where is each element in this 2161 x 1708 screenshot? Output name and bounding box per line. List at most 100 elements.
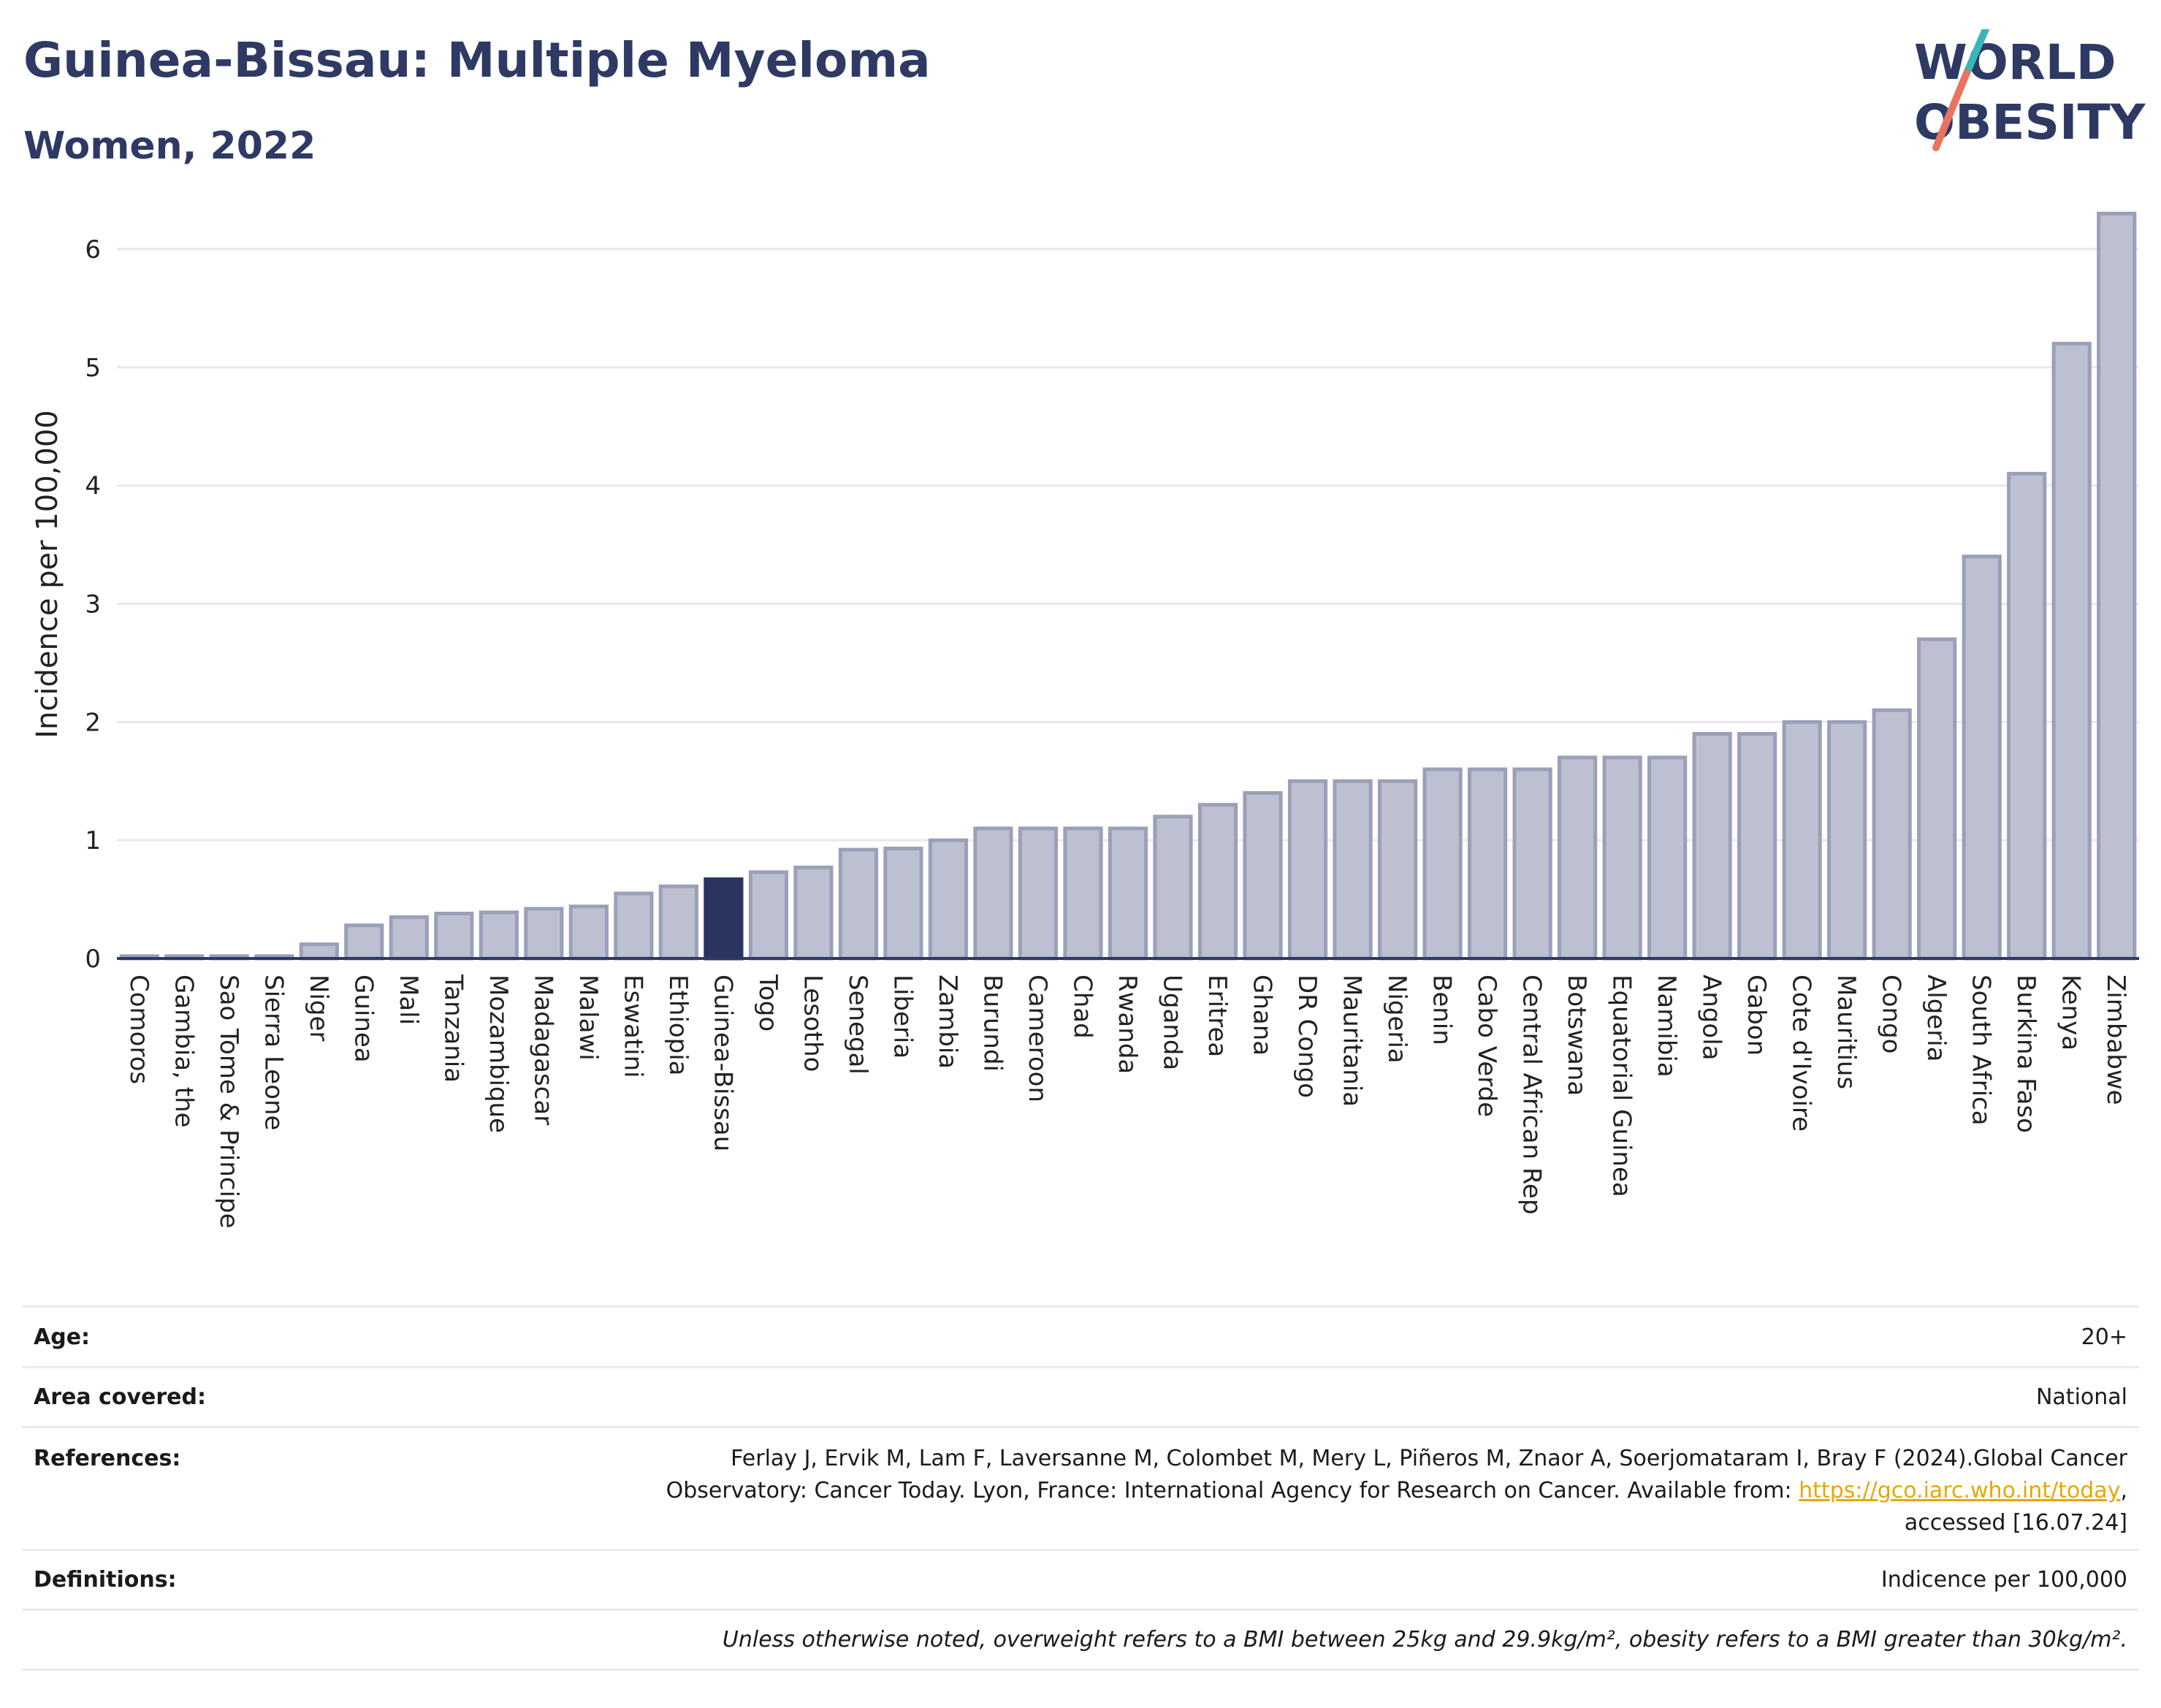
info-table: Age: 20+ Area covered: National Referenc… — [22, 1305, 2139, 1671]
x-tick-label: Angola — [1697, 975, 1726, 1060]
x-tick-label: Uganda — [1158, 975, 1187, 1070]
bar — [299, 942, 339, 961]
age-value: 20+ — [2081, 1324, 2127, 1350]
bar — [1287, 779, 1328, 961]
bar — [344, 923, 384, 961]
x-tick-label: Burundi — [977, 975, 1007, 1072]
area-label: Area covered: — [34, 1384, 206, 1410]
x-tick-label: Mozambique — [484, 975, 513, 1133]
page-subtitle: Women, 2022 — [23, 124, 316, 168]
bar — [1917, 637, 1957, 961]
y-tick-label: 4 — [85, 472, 101, 501]
bar — [1602, 755, 1642, 961]
x-tick-label: Central African Rep — [1517, 975, 1547, 1215]
x-tick-label: Tanzania — [438, 974, 468, 1083]
definitions-label: Definitions: — [34, 1567, 177, 1593]
definitions-value: Indicence per 100,000 — [1880, 1567, 2127, 1593]
x-tick-label: Madagascar — [528, 975, 557, 1125]
bar — [2007, 471, 2047, 961]
bar — [928, 838, 969, 961]
bar — [434, 911, 474, 961]
bar — [1827, 720, 1867, 961]
world-obesity-logo: WORLD OBESITY — [1914, 29, 2146, 151]
bar — [2051, 341, 2092, 961]
bmi-note: Unless otherwise noted, overweight refer… — [722, 1627, 2127, 1652]
page-title: Guinea-Bissau: Multiple Myeloma — [23, 32, 931, 88]
bar — [389, 915, 429, 961]
bar — [1962, 554, 2002, 961]
x-tick-label: DR Congo — [1292, 975, 1322, 1098]
bar — [614, 891, 654, 961]
bar — [1467, 767, 1508, 961]
x-tick-label: Algeria — [1921, 975, 1951, 1061]
bar — [1197, 803, 1238, 961]
logo-slash-coral — [1932, 69, 1970, 151]
x-tick-label: Guinea — [348, 975, 378, 1063]
y-tick-label: 2 — [85, 708, 101, 737]
references-line2: Observatory: Cancer Today. Lyon, France:… — [666, 1478, 1799, 1503]
x-tick-label: Cameroon — [1023, 975, 1052, 1102]
x-tick-label: Chad — [1067, 975, 1097, 1039]
y-tick-label: 1 — [85, 826, 101, 855]
area-row: Area covered: National — [22, 1368, 2139, 1428]
bar — [883, 846, 923, 961]
y-tick-label: 3 — [85, 590, 101, 619]
x-tick-label: Gabon — [1742, 975, 1771, 1056]
x-tick-label: Togo — [753, 974, 782, 1032]
bar-chart: 0 1 2 3 4 5 6 Incidence per 100,000 Comoros Gambi… — [31, 211, 2139, 1229]
bar — [1333, 779, 1373, 961]
y-tick-label: 0 — [85, 945, 101, 974]
x-tick-label: Cote d'Ivoire — [1787, 975, 1816, 1132]
x-tick-label: Equatorial Guinea — [1607, 975, 1636, 1197]
references-line3: accessed [16.07.24] — [1904, 1510, 2127, 1536]
x-tick-label: South Africa — [1967, 975, 1996, 1126]
logo-line1: WORLD — [1914, 34, 2116, 91]
area-value: National — [2035, 1384, 2127, 1410]
x-tick-label: Ghana — [1248, 975, 1277, 1056]
x-tick-label: Congo — [1877, 975, 1906, 1053]
bar — [1153, 815, 1193, 961]
x-tick-label: Namibia — [1652, 975, 1681, 1078]
bar — [658, 884, 698, 961]
bar — [1018, 826, 1059, 961]
x-tick-label: Benin — [1428, 975, 1457, 1045]
y-axis-label: Incidence per 100,000 — [31, 410, 64, 739]
bar — [568, 904, 609, 961]
x-tick-label: Guinea-Bissau — [708, 975, 737, 1151]
x-tick-label: Liberia — [888, 975, 917, 1059]
x-tick-label: Zimbabwe — [2101, 975, 2130, 1105]
references-value: Ferlay J, Ervik M, Lam F, Laversanne M, … — [666, 1443, 2127, 1539]
x-tick-label: Niger — [304, 975, 333, 1041]
x-tick-label: Zambia — [933, 975, 962, 1069]
references-link[interactable]: https://gco.iarc.who.int/today — [1799, 1478, 2121, 1503]
bar — [2097, 211, 2137, 961]
x-tick-label: Burkina Faso — [2011, 975, 2040, 1133]
age-label: Age: — [34, 1324, 91, 1350]
x-tick-label: Lesotho — [798, 975, 827, 1072]
x-tick-label: Mali — [394, 975, 423, 1025]
bar — [1737, 731, 1777, 961]
y-tick-label: 5 — [85, 354, 101, 383]
bar — [479, 910, 519, 961]
bar — [973, 826, 1013, 961]
x-tick-label: Ethiopia — [663, 975, 693, 1075]
bar — [838, 847, 879, 961]
bar — [1872, 708, 1912, 961]
bar — [1558, 755, 1598, 961]
bar — [1243, 790, 1283, 961]
y-tick-label: 6 — [85, 235, 101, 264]
references-line1: Ferlay J, Ervik M, Lam F, Laversanne M, … — [731, 1446, 2127, 1471]
bar — [1512, 767, 1552, 961]
x-tick-label: Malawi — [573, 975, 603, 1061]
bar — [1108, 826, 1148, 961]
x-tick-label: Eritrea — [1203, 975, 1232, 1057]
references-label: References: — [34, 1446, 181, 1471]
bar — [793, 865, 834, 961]
bar — [524, 907, 564, 961]
x-tick-label: Rwanda — [1113, 975, 1142, 1074]
x-tick-label: Eswatini — [618, 975, 647, 1078]
x-tick-label: Botswana — [1562, 975, 1591, 1096]
x-tick-label: Gambia, the — [169, 975, 198, 1128]
x-tick-label: Nigeria — [1382, 975, 1411, 1064]
x-tick-label: Mauritania — [1338, 975, 1367, 1107]
